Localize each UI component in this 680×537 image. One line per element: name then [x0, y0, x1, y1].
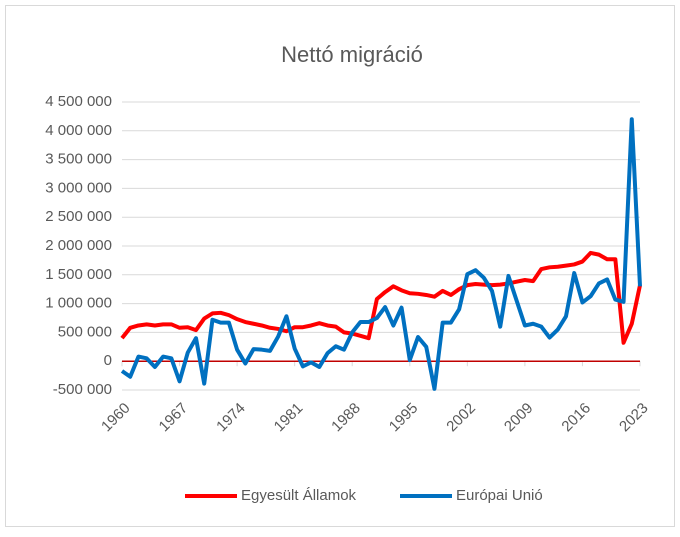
y-tick-label: 2 000 000 — [45, 237, 112, 254]
y-tick-label: -500 000 — [53, 381, 112, 398]
data-line — [120, 250, 642, 345]
y-tick-label: 0 — [104, 352, 112, 369]
y-tick-label: 500 000 — [58, 323, 112, 340]
y-tick-label: 4 000 000 — [45, 122, 112, 139]
y-tick-label: 3 000 000 — [45, 179, 112, 196]
legend-label: Európai Unió — [456, 487, 543, 504]
y-tick-label: 4 500 000 — [45, 93, 112, 110]
y-tick-label: 3 500 000 — [45, 151, 112, 168]
y-tick-label: 1 500 000 — [45, 266, 112, 283]
legend-label: Egyesült Államok — [241, 487, 357, 504]
y-tick-label: 2 500 000 — [45, 208, 112, 225]
data-line — [120, 117, 642, 391]
y-tick-label: 1 000 000 — [45, 295, 112, 312]
chart-title: Nettó migráció — [281, 42, 423, 67]
